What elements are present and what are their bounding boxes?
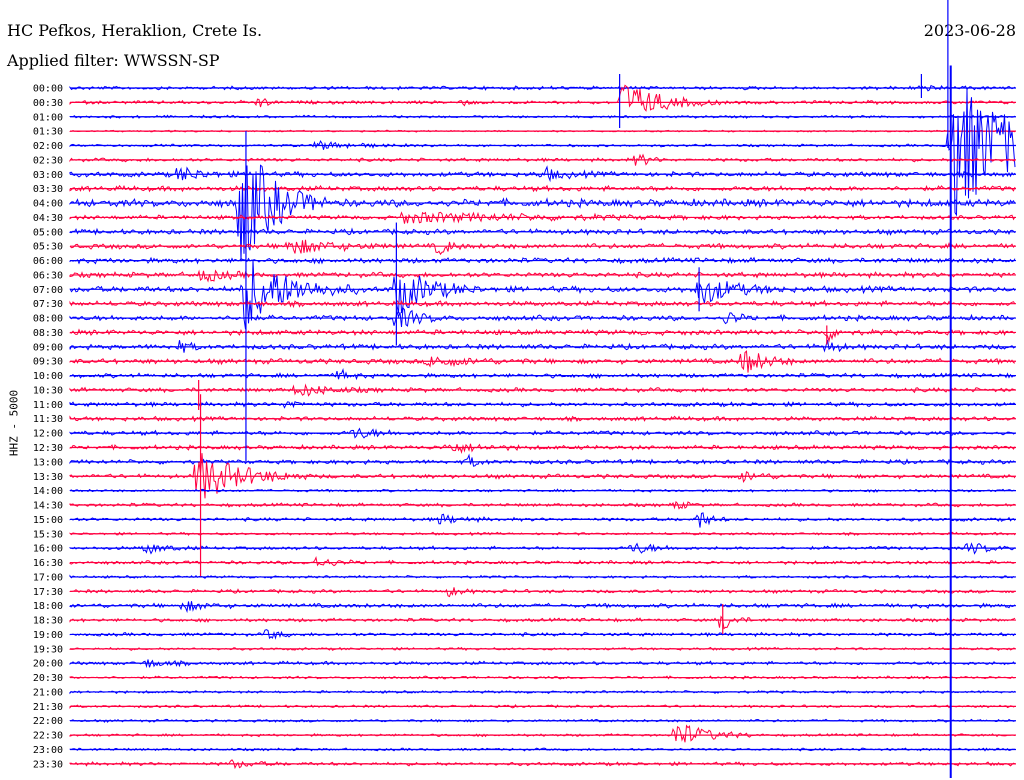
time-tick-label: 05:00 (33, 227, 63, 238)
time-tick-label: 14:30 (33, 501, 63, 512)
trace-line (69, 615, 1016, 630)
trace-line (69, 306, 1016, 327)
time-tick-label: 18:30 (33, 616, 63, 627)
time-tick-label: 08:00 (33, 314, 63, 325)
time-tick-label: 16:00 (33, 544, 63, 555)
time-tick-label: 12:30 (33, 443, 63, 454)
time-tick-label: 20:00 (33, 659, 63, 670)
time-tick-label: 02:30 (33, 155, 63, 166)
time-tick-label: 07:30 (33, 299, 63, 310)
time-tick-label: 16:30 (33, 558, 63, 569)
time-tick-label: 01:30 (33, 127, 63, 138)
time-tick-label: 19:30 (33, 644, 63, 655)
time-tick-label: 08:30 (33, 328, 63, 339)
time-tick-labels: 00:00 00:30 01:00 01:30 02:00 02:30 03:00 03:30… (33, 84, 63, 771)
time-tick-label: 17:30 (33, 587, 63, 598)
time-tick-label: 11:00 (33, 400, 63, 411)
time-tick-label: 22:00 (33, 716, 63, 727)
time-tick-label: 03:00 (33, 170, 63, 181)
trace-line (69, 256, 1016, 265)
trace-line (69, 211, 1016, 224)
time-tick-label: 18:00 (33, 601, 63, 612)
trace-line (69, 164, 1016, 262)
time-tick-label: 19:00 (33, 630, 63, 641)
time-tick-label: 23:00 (33, 745, 63, 756)
time-tick-label: 01:00 (33, 112, 63, 123)
trace-line (69, 555, 1016, 567)
trace-line (69, 299, 1016, 309)
time-tick-label: 14:00 (33, 486, 63, 497)
trace-line (69, 239, 1016, 256)
time-tick-label: 02:00 (33, 141, 63, 152)
time-tick-label: 21:00 (33, 687, 63, 698)
time-tick-label: 20:30 (33, 673, 63, 684)
time-tick-label: 23:30 (33, 759, 63, 770)
time-tick-label: 12:00 (33, 429, 63, 440)
trace-line (69, 328, 1015, 343)
time-tick-label: 00:30 (33, 98, 63, 109)
date-label: 2023-06-28 (923, 21, 1016, 40)
time-tick-label: 15:30 (33, 529, 63, 540)
time-tick-label: 05:30 (33, 242, 63, 253)
station-title: HC Pefkos, Heraklion, Crete Is. (7, 21, 263, 40)
trace-line (69, 587, 1016, 598)
time-tick-label: 22:30 (33, 731, 63, 742)
trace-line (69, 415, 1016, 423)
time-tick-label: 06:00 (33, 256, 63, 267)
time-tick-label: 07:00 (33, 285, 63, 296)
time-tick-label: 17:00 (33, 572, 63, 583)
seismogram-traces (69, 84, 1016, 770)
trace-line (69, 368, 1016, 381)
time-tick-label: 10:30 (33, 385, 63, 396)
trace-line (69, 269, 1016, 283)
trace-line (69, 453, 1016, 467)
time-tick-label: 00:00 (33, 84, 63, 95)
time-tick-label: 10:00 (33, 371, 63, 382)
trace-line (69, 453, 1016, 499)
trace-line (69, 84, 1016, 112)
time-tick-label: 09:00 (33, 342, 63, 353)
time-tick-label: 11:30 (33, 414, 63, 425)
time-tick-label: 03:30 (33, 184, 63, 195)
time-tick-label: 13:30 (33, 472, 63, 483)
trace-line (69, 512, 1016, 528)
time-tick-label: 04:00 (33, 199, 63, 210)
trace-line (69, 724, 1016, 743)
trace-line (69, 87, 1016, 217)
time-tick-label: 21:30 (33, 702, 63, 713)
time-tick-label: 04:30 (33, 213, 63, 224)
trace-line (69, 350, 1016, 373)
time-tick-label: 06:30 (33, 270, 63, 281)
time-tick-label: 13:00 (33, 457, 63, 468)
filter-label: Applied filter: WWSSN-SP (7, 51, 220, 70)
trace-line (69, 165, 1016, 183)
event-spikes (198, 0, 952, 778)
time-tick-label: 15:00 (33, 515, 63, 526)
time-tick-label: 09:30 (33, 357, 63, 368)
